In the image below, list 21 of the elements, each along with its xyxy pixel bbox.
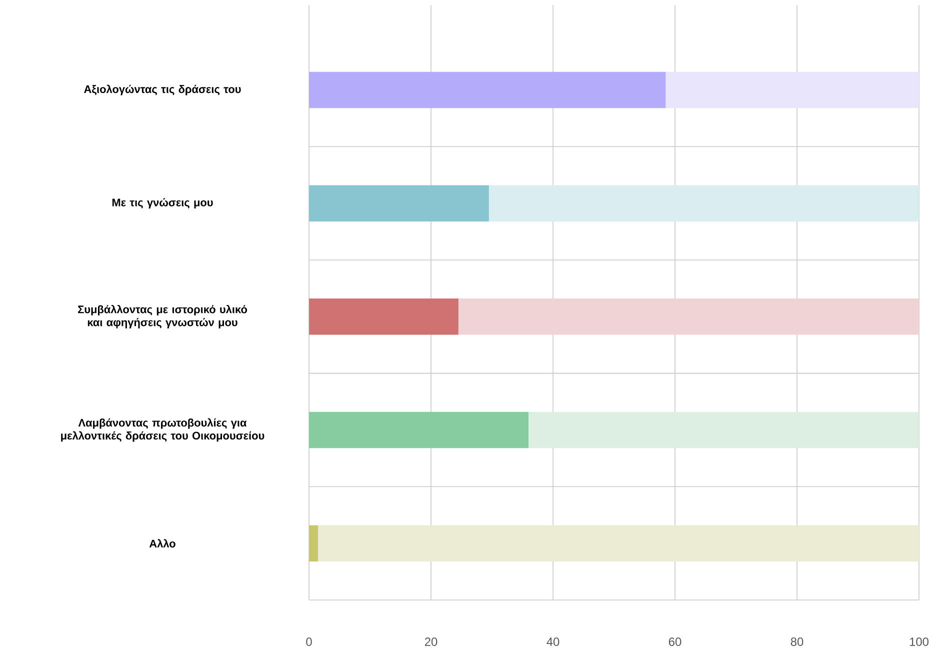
bar bbox=[309, 525, 318, 562]
y-tick-label: Συμβάλλοντας με ιστορικό υλικό και αφηγήσεις γνωστών μου bbox=[78, 304, 248, 328]
bar bbox=[318, 525, 920, 562]
bar bbox=[309, 72, 666, 108]
x-tick-label: 80 bbox=[790, 638, 804, 646]
bar bbox=[488, 185, 920, 222]
x-tick-label: 20 bbox=[424, 638, 438, 646]
x-tick-label: 0 bbox=[306, 638, 312, 646]
y-tick-label: Με τις γνώσεις μου bbox=[112, 198, 213, 208]
y-tick-label: Λαμβάνοντας πρωτοβουλίες για μελλοντικές δράσεις του Οικομουσείου bbox=[61, 418, 264, 442]
bar bbox=[666, 72, 920, 108]
bar bbox=[309, 185, 489, 222]
x-tick-label: 100 bbox=[910, 638, 929, 646]
x-tick-label: 40 bbox=[546, 638, 560, 646]
bar bbox=[309, 298, 458, 335]
bar bbox=[458, 298, 920, 335]
bar bbox=[528, 412, 920, 448]
y-tick-label: Αξιολογώντας τις δράσεις του bbox=[84, 84, 241, 96]
bar bbox=[309, 412, 529, 448]
x-tick-label: 60 bbox=[668, 638, 682, 646]
y-tick-label: Αλλο bbox=[149, 539, 176, 548]
